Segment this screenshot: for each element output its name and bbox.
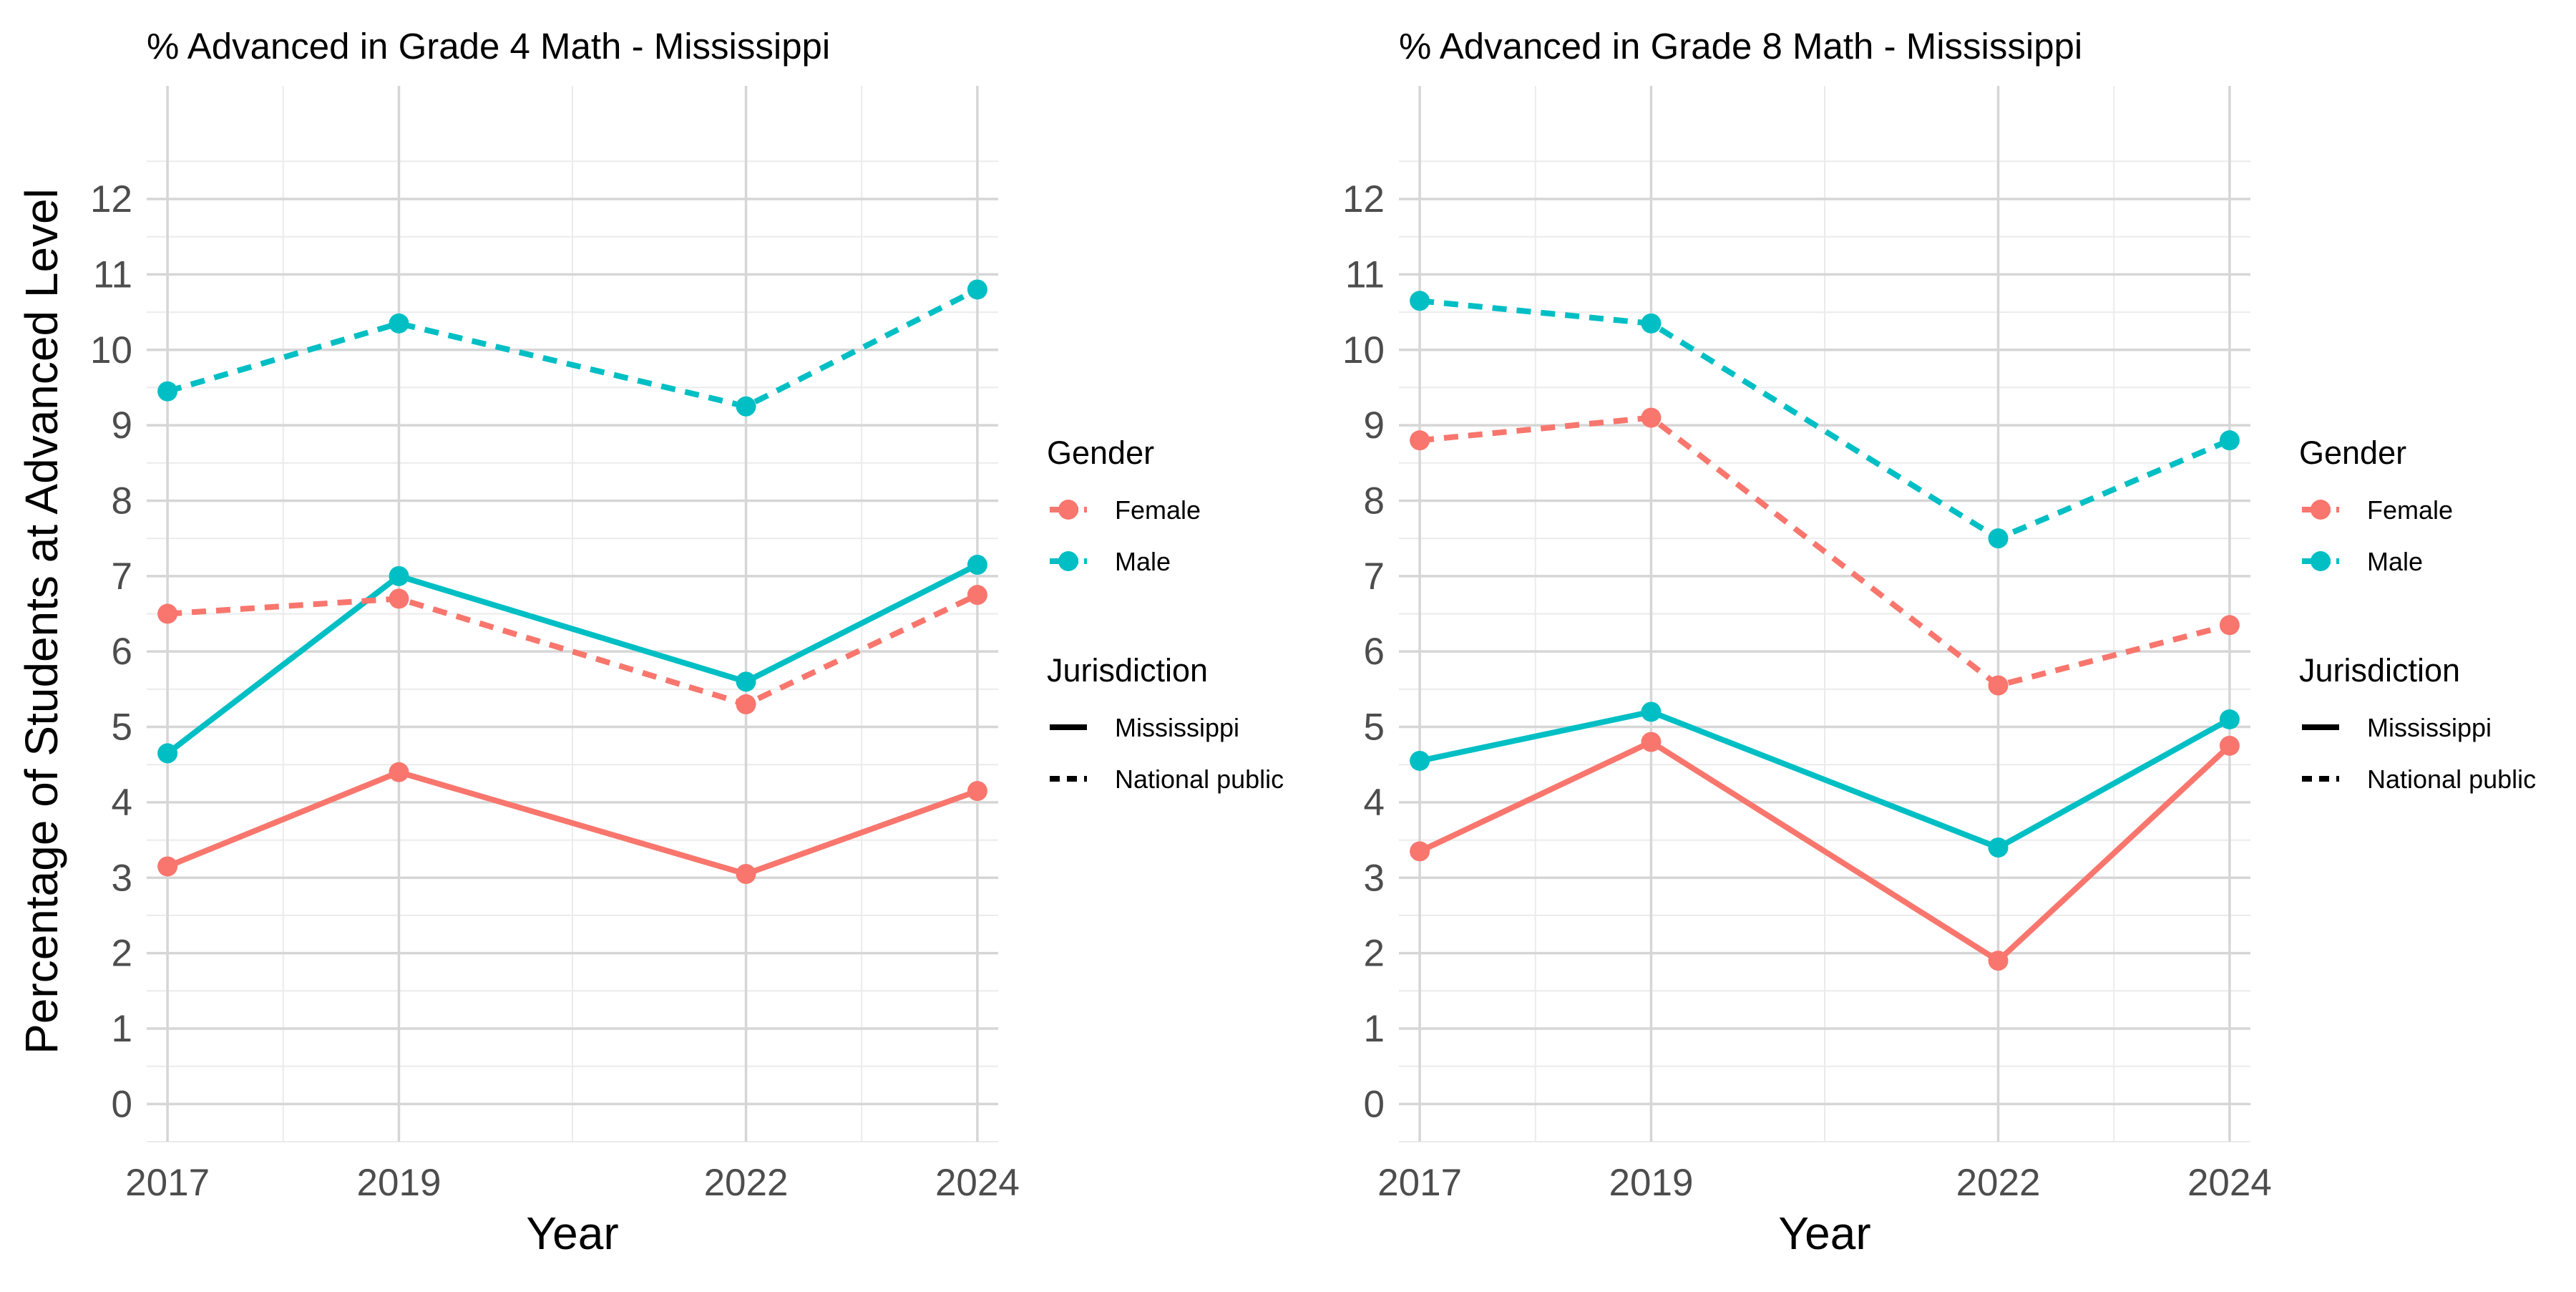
data-point [736,396,756,417]
y-tick-label: 4 [1364,782,1385,824]
data-point [2219,709,2240,729]
data-point [967,279,987,300]
data-point [1641,732,1662,752]
y-tick-label: 3 [1364,857,1385,899]
data-point [1410,430,1430,451]
legend-title-gender: Gender [1047,434,1154,471]
legend-key-point [2311,500,2331,520]
data-point [736,863,756,884]
data-point [389,565,409,586]
y-tick-label: 7 [112,555,132,598]
legend-title-jurisdiction: Jurisdiction [2299,652,2460,689]
x-tick-label: 2024 [935,1162,1020,1204]
y-tick-label: 6 [1364,631,1385,673]
y-tick-label: 8 [112,480,132,522]
data-point [389,762,409,782]
y-tick-label: 3 [112,857,132,899]
data-point [389,588,409,609]
data-point [157,856,178,877]
y-tick-label: 5 [112,706,132,749]
data-point [2219,430,2240,451]
x-axis-label: Year [526,1208,618,1259]
y-tick-label: 9 [112,404,132,447]
legend-label: National public [1115,764,1284,794]
data-point [157,743,178,764]
data-point [2219,615,2240,636]
y-tick-label: 7 [1364,555,1385,598]
legend-label: Male [1115,547,1171,576]
data-point [1641,313,1662,334]
data-point [736,671,756,692]
x-tick-label: 2017 [1377,1162,1462,1204]
x-tick-label: 2024 [2187,1162,2272,1204]
series-line-male-national-public [166,286,979,409]
data-point [157,381,178,402]
x-tick-label: 2022 [1956,1162,2041,1204]
series-line-male-mississippi [1419,709,2231,851]
y-tick-label: 0 [112,1083,132,1125]
data-point [389,313,409,334]
legend-title-jurisdiction: Jurisdiction [1047,652,1208,689]
data-point [1988,837,2009,858]
x-tick-label: 2019 [357,1162,441,1204]
y-tick-label: 1 [112,1008,132,1050]
series-line-female-mississippi [1418,739,2232,964]
x-tick-label: 2019 [1609,1162,1694,1204]
legend-label: Mississippi [1115,713,1239,742]
y-tick-label: 2 [1364,933,1385,975]
data-point [1410,750,1430,771]
y-tick-label: 11 [1345,253,1385,296]
x-tick-label: 2022 [704,1162,789,1204]
data-point [1988,675,2009,696]
data-point [967,555,987,575]
legend-label: Female [2367,495,2453,525]
series-line-male-mississippi [165,562,979,756]
data-point [967,585,987,606]
y-tick-label: 1 [1364,1008,1385,1050]
data-point [1410,291,1430,311]
legend-label: Mississippi [2367,713,2492,742]
y-tick-label: 10 [1342,329,1385,371]
y-tick-label: 12 [90,178,132,220]
x-axis-label: Year [1778,1208,1870,1259]
data-point [1988,951,2009,971]
legend-key-point [1058,500,1078,520]
y-tick-label: 5 [1364,706,1385,749]
y-tick-label: 0 [1364,1083,1385,1125]
y-tick-label: 12 [1342,178,1385,220]
data-point [1641,407,1662,428]
y-tick-label: 6 [112,631,132,673]
y-tick-label: 11 [93,253,132,296]
x-tick-label: 2017 [125,1162,210,1204]
data-point [967,781,987,802]
y-tick-label: 10 [90,329,132,371]
series-line-female-national-public [1419,414,2230,689]
chart-title: % Advanced in Grade 8 Math - Mississippi [1399,26,2082,67]
series-line-male-national-public [1419,298,2231,542]
series-line-female-mississippi [166,769,979,877]
legend-label: Male [2367,547,2423,576]
data-point [1410,841,1430,862]
y-tick-label: 4 [112,782,132,824]
legend-label: Female [1115,495,1201,525]
y-axis-label: Percentage of Students at Advanced Level [16,188,67,1054]
data-point [736,694,756,714]
data-point [1641,701,1662,722]
y-tick-label: 2 [112,933,132,975]
legend-key-point [1058,551,1078,571]
data-point [2219,735,2240,756]
data-point [1988,528,2009,549]
chart-title: % Advanced in Grade 4 Math - Mississippi [147,26,830,67]
legend-title-gender: Gender [2299,434,2406,471]
legend-key-point [2311,551,2331,571]
y-tick-label: 8 [1364,480,1385,522]
y-tick-label: 9 [1364,404,1385,447]
data-point [157,603,178,624]
legend-label: National public [2367,764,2536,794]
